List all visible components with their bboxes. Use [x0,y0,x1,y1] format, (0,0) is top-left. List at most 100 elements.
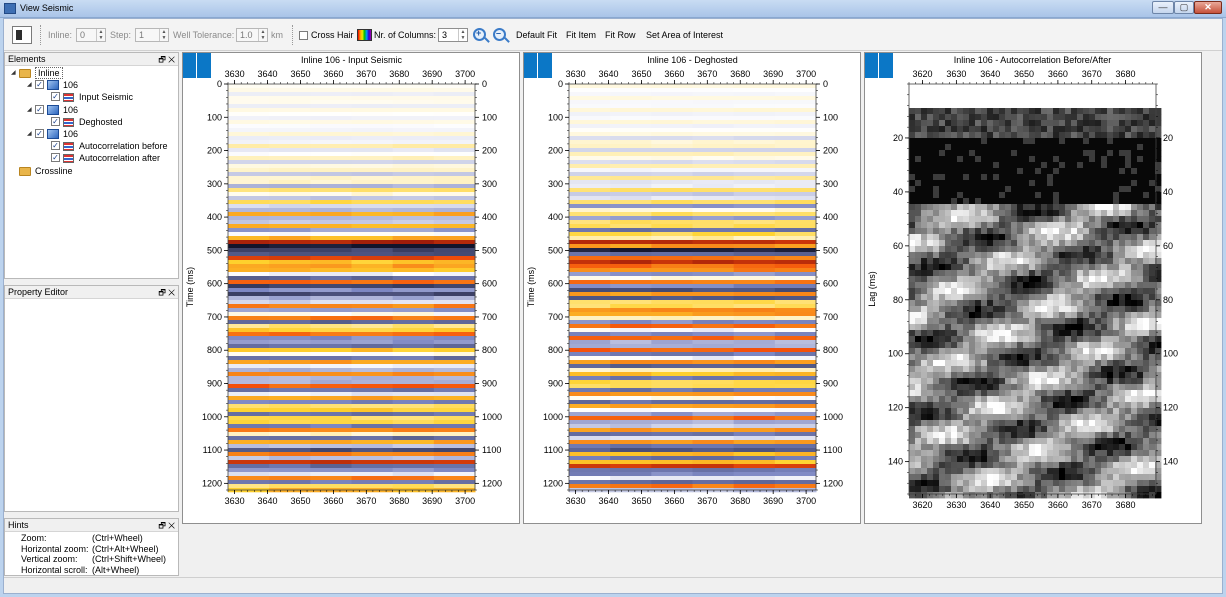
step-spinbox[interactable]: 1 ▲ ▼ [135,28,169,42]
hints-panel-header: Hints 🗗 ✕ [5,519,178,532]
y-axis-label: Lag (ms) [867,271,877,307]
columns-spinbox[interactable]: 3 ▲ ▼ [438,28,468,42]
close-icon[interactable]: ✕ [168,521,175,530]
folder-icon [19,166,31,176]
y-tick-label-left: 300 [207,179,222,189]
panel-tab-icon[interactable] [183,53,211,79]
tree-item-checkbox[interactable]: ✓ [35,104,44,114]
toolbar-grip[interactable] [292,25,295,45]
set-area-of-interest-button[interactable]: Set Area of Interest [646,30,724,40]
tree-item-checkbox[interactable]: ✓ [51,116,60,126]
toolbar-grip[interactable] [40,25,43,45]
autocorrelation-plot[interactable]: Inline 106 - Autocorrelation Before/Afte… [865,53,1203,525]
tree-item[interactable]: Crossline [5,165,177,177]
x-tick-label-bottom: 3630 [946,500,966,510]
step-label: Step: [110,30,132,40]
zoom-in-icon[interactable]: + [473,28,486,41]
tree-item-label: Crossline [35,165,73,176]
minimize-button[interactable]: — [1152,1,1174,14]
panel-tab-icon[interactable] [865,53,893,79]
inline-spinbox[interactable]: 0 ▲ ▼ [76,28,106,42]
tree-item[interactable]: ✓ Autocorrelation after [5,152,177,164]
y-tick-label-right: 900 [823,379,838,389]
tree-item-label: 106 [63,129,79,139]
x-tick-label-bottom: 3690 [422,496,442,506]
y-tick-label-left: 900 [207,379,222,389]
pin-icon[interactable]: 🗗 [158,288,166,297]
expander-icon[interactable]: ◢ [27,131,32,137]
y-tick-label-right: 120 [1163,403,1178,413]
y-tick-label-right: 0 [482,79,487,89]
status-bar [4,577,1222,593]
y-tick-label-right: 1200 [823,478,843,488]
plot-title: Inline 106 - Autocorrelation Before/Afte… [954,55,1112,65]
expander-icon[interactable]: ◢ [11,70,16,76]
tree-item[interactable]: ✓ Input Seismic [5,91,177,103]
plot-panel-input-seismic[interactable]: Inline 106 - Input Seismic 3630 3630 3640 36… [182,52,520,524]
tree-item[interactable]: ◢ ✓ 106 [5,79,177,91]
y-tick-label-left: 100 [207,112,222,122]
y-tick-label-left: 60 [893,241,903,251]
input-seismic-plot[interactable]: Inline 106 - Input Seismic 3630 3630 3640 36… [183,53,521,525]
property-editor-title: Property Editor [8,287,69,297]
tree-item[interactable]: ✓ Autocorrelation before [5,140,177,152]
spin-arrows-icon[interactable]: ▲ ▼ [159,29,168,41]
tree-item[interactable]: ✓ Deghosted [5,116,177,128]
plot-panel-deghosted[interactable]: Inline 106 - Deghosted 3630 3630 3640 3640 36… [523,52,861,524]
pin-icon[interactable]: 🗗 [158,521,166,530]
x-tick-label-bottom: 3650 [290,496,310,506]
y-tick-label-right: 80 [1163,295,1173,305]
spin-arrows-icon[interactable]: ▲ ▼ [458,29,467,41]
cross-hair-checkbox[interactable] [299,31,308,40]
zoom-out-icon[interactable]: – [493,28,506,41]
well-tolerance-value: 1.0 [240,30,253,40]
tree-item[interactable]: ◢ ✓ 106 [5,104,177,116]
x-tick-label-top: 3680 [1116,69,1136,79]
hint-key: Horizontal zoom: [21,543,89,554]
x-tick-label-top: 3670 [356,69,376,79]
y-tick-label-right: 400 [482,212,497,222]
elements-panel: Elements 🗗 ✕ ◢ Inline ◢ ✓ 106 ✓ Input Seismic ◢… [4,52,179,279]
maximize-button[interactable]: ▢ [1174,1,1194,14]
expander-icon[interactable]: ◢ [27,82,32,89]
close-window-button[interactable]: ✕ [1194,1,1222,14]
folder-icon [19,69,31,78]
close-icon[interactable]: ✕ [168,288,175,297]
plot-panel-autocorrelation[interactable]: Inline 106 - Autocorrelation Before/Afte… [864,52,1202,524]
y-tick-label-left: 200 [207,146,222,156]
well-tolerance-spinbox[interactable]: 1.0 ▲ ▼ [236,28,268,42]
close-icon[interactable]: ✕ [168,55,175,64]
hints-panel: Hints 🗗 ✕ Zoom: (Ctrl+Wheel) Horizontal zo… [4,518,179,576]
y-tick-label-left: 600 [207,279,222,289]
cross-hair-label[interactable]: Cross Hair [311,30,354,40]
expander-icon[interactable]: ◢ [27,106,32,113]
spin-arrows-icon[interactable]: ▲ ▼ [96,29,105,41]
tree-item[interactable]: ◢ Inline [5,67,177,79]
y-tick-label-right: 0 [823,79,828,89]
fit-row-button[interactable]: Fit Row [605,30,636,40]
y-tick-label-right: 700 [823,312,838,322]
y-tick-label-left: 100 [888,349,903,359]
deghosted-plot[interactable]: Inline 106 - Deghosted 3630 3630 3640 3640 36… [524,53,862,525]
tree-item-checkbox[interactable]: ✓ [51,153,60,163]
x-tick-label-bottom: 3680 [730,496,750,506]
plot-title: Inline 106 - Input Seismic [301,55,403,65]
fit-item-button[interactable]: Fit Item [566,30,597,40]
tree-item-checkbox[interactable]: ✓ [51,92,60,102]
panel-tab-icon[interactable] [524,53,552,79]
hint-value: (Ctrl+Shift+Wheel) [92,554,167,564]
tree-item-checkbox[interactable]: ✓ [35,129,44,138]
pin-icon[interactable]: 🗗 [158,55,166,64]
tree-item[interactable]: ◢ ✓ 106 [5,128,177,140]
tree-item-label: Autocorrelation before [79,141,168,152]
hint-key: Zoom: [21,533,47,543]
y-tick-label-left: 80 [893,295,903,305]
tree-item-checkbox[interactable]: ✓ [51,141,60,151]
tree-item-checkbox[interactable]: ✓ [35,80,44,90]
property-editor-header: Property Editor 🗗 ✕ [5,286,178,299]
color-palette-icon[interactable] [357,29,372,41]
app-icon [4,3,16,14]
spin-arrows-icon[interactable]: ▲ ▼ [258,29,267,41]
toggle-panels-button[interactable] [12,26,32,44]
default-fit-button[interactable]: Default Fit [516,30,558,40]
